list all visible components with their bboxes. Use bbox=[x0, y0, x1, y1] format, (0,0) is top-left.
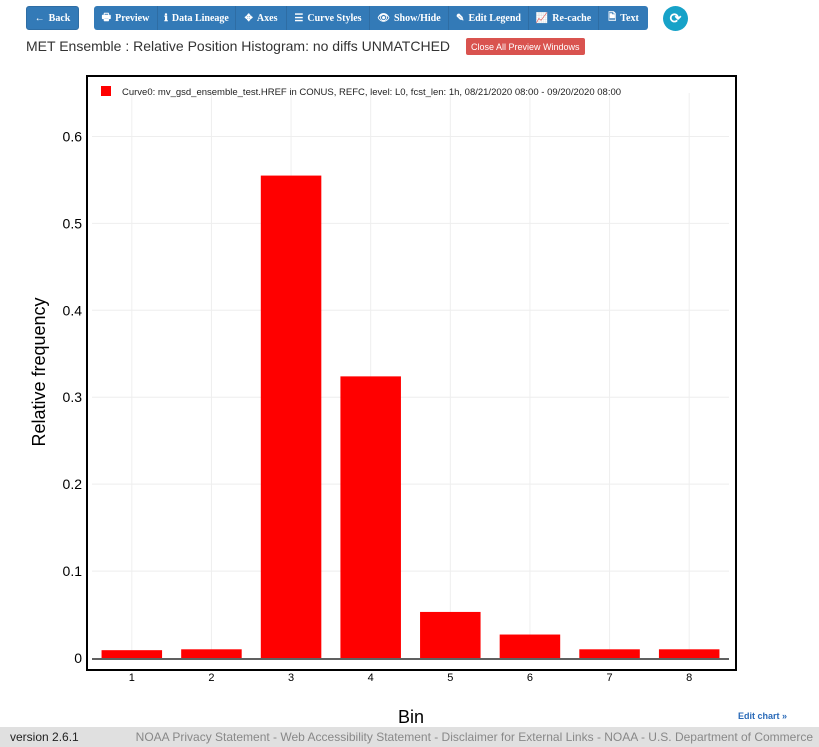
pencil-icon: ✎ bbox=[456, 12, 465, 24]
back-button[interactable]: ← Back bbox=[26, 6, 79, 30]
data-lineage-button[interactable]: ℹ Data Lineage bbox=[158, 6, 236, 30]
bar bbox=[260, 175, 322, 659]
toolbar-button-group: 🖶 Preview ℹ Data Lineage ✥ Axes ☰ Curve … bbox=[94, 6, 648, 30]
curve-styles-label: Curve Styles bbox=[307, 12, 362, 24]
edit-legend-button[interactable]: ✎ Edit Legend bbox=[449, 6, 529, 30]
edit-legend-label: Edit Legend bbox=[468, 12, 521, 24]
x-axis-label: Bin bbox=[398, 707, 424, 727]
list-icon: ☰ bbox=[294, 12, 304, 24]
text-label: Text bbox=[620, 12, 639, 24]
y-tick-label: 0.4 bbox=[63, 302, 83, 318]
text-button[interactable]: 🗎 Text bbox=[599, 6, 648, 30]
eye-icon: 👁 bbox=[377, 12, 390, 24]
bar bbox=[340, 376, 401, 658]
preview-button[interactable]: 🖶 Preview bbox=[94, 6, 158, 30]
bar bbox=[420, 611, 481, 658]
arrow-left-icon: ← bbox=[34, 12, 45, 24]
x-tick-label: 3 bbox=[288, 672, 294, 684]
file-text-icon: 🗎 bbox=[608, 11, 617, 23]
x-tick-label: 2 bbox=[208, 672, 214, 684]
bar bbox=[499, 634, 561, 658]
refresh-button[interactable]: ⟳ bbox=[663, 6, 688, 31]
y-axis-label: Relative frequency bbox=[29, 297, 49, 446]
x-tick-label: 8 bbox=[686, 672, 692, 684]
y-tick-label: 0.2 bbox=[63, 476, 83, 492]
legend-label: Curve0: mv_gsd_ensemble_test.HREF in CON… bbox=[122, 87, 621, 98]
bar bbox=[579, 649, 640, 658]
bar bbox=[101, 650, 163, 658]
re-cache-button[interactable]: 📈 Re-cache bbox=[529, 6, 599, 30]
chart-frame bbox=[86, 75, 737, 671]
x-tick-label: 6 bbox=[527, 672, 533, 684]
print-icon: 🖶 bbox=[101, 11, 112, 23]
bar bbox=[658, 649, 720, 658]
x-tick-label: 4 bbox=[368, 672, 374, 684]
info-icon: ℹ bbox=[164, 12, 168, 24]
show-hide-label: Show/Hide bbox=[394, 12, 441, 24]
chart-line-icon: 📈 bbox=[535, 12, 549, 24]
re-cache-label: Re-cache bbox=[552, 12, 592, 24]
bar bbox=[181, 649, 242, 658]
preview-label: Preview bbox=[115, 12, 150, 24]
y-tick-label: 0.5 bbox=[63, 215, 83, 231]
arrows-icon: ✥ bbox=[244, 12, 253, 24]
footer-links[interactable]: NOAA Privacy Statement - Web Accessibili… bbox=[135, 730, 813, 744]
y-tick-label: 0 bbox=[74, 650, 82, 666]
y-tick-label: 0.3 bbox=[63, 389, 83, 405]
refresh-icon: ⟳ bbox=[669, 10, 682, 26]
axes-label: Axes bbox=[256, 12, 278, 24]
page-title: MET Ensemble : Relative Position Histogr… bbox=[26, 38, 451, 54]
curve-styles-button[interactable]: ☰ Curve Styles bbox=[287, 6, 370, 30]
legend-swatch bbox=[101, 86, 111, 96]
x-tick-label: 7 bbox=[607, 672, 613, 684]
x-tick-label: 1 bbox=[129, 672, 135, 684]
version-text: version 2.6.1 bbox=[10, 730, 79, 744]
x-tick-label: 5 bbox=[447, 672, 453, 684]
chart-grid bbox=[92, 93, 729, 658]
footer: version 2.6.1 NOAA Privacy Statement - W… bbox=[0, 727, 819, 747]
data-lineage-label: Data Lineage bbox=[171, 12, 229, 24]
back-label: Back bbox=[48, 12, 71, 24]
axes-button[interactable]: ✥ Axes bbox=[236, 6, 287, 30]
y-tick-label: 0.1 bbox=[63, 563, 83, 579]
y-tick-label: 0.6 bbox=[63, 128, 83, 144]
chart-bars bbox=[101, 175, 720, 659]
chart-legend: Curve0: mv_gsd_ensemble_test.HREF in CON… bbox=[101, 86, 621, 98]
show-hide-button[interactable]: 👁 Show/Hide bbox=[370, 6, 449, 30]
close-all-preview-windows-button[interactable]: Close All Preview Windows bbox=[466, 38, 585, 55]
edit-chart-link[interactable]: Edit chart » bbox=[738, 711, 788, 721]
chart: 0 0.1 0.2 0.3 0.4 0.5 0.6 1 2 3 4 5 6 7 8 Curve0: mv_g… bbox=[29, 86, 729, 727]
chart-axes: 0 0.1 0.2 0.3 0.4 0.5 0.6 1 2 3 4 5 6 7 8 bbox=[63, 128, 729, 684]
